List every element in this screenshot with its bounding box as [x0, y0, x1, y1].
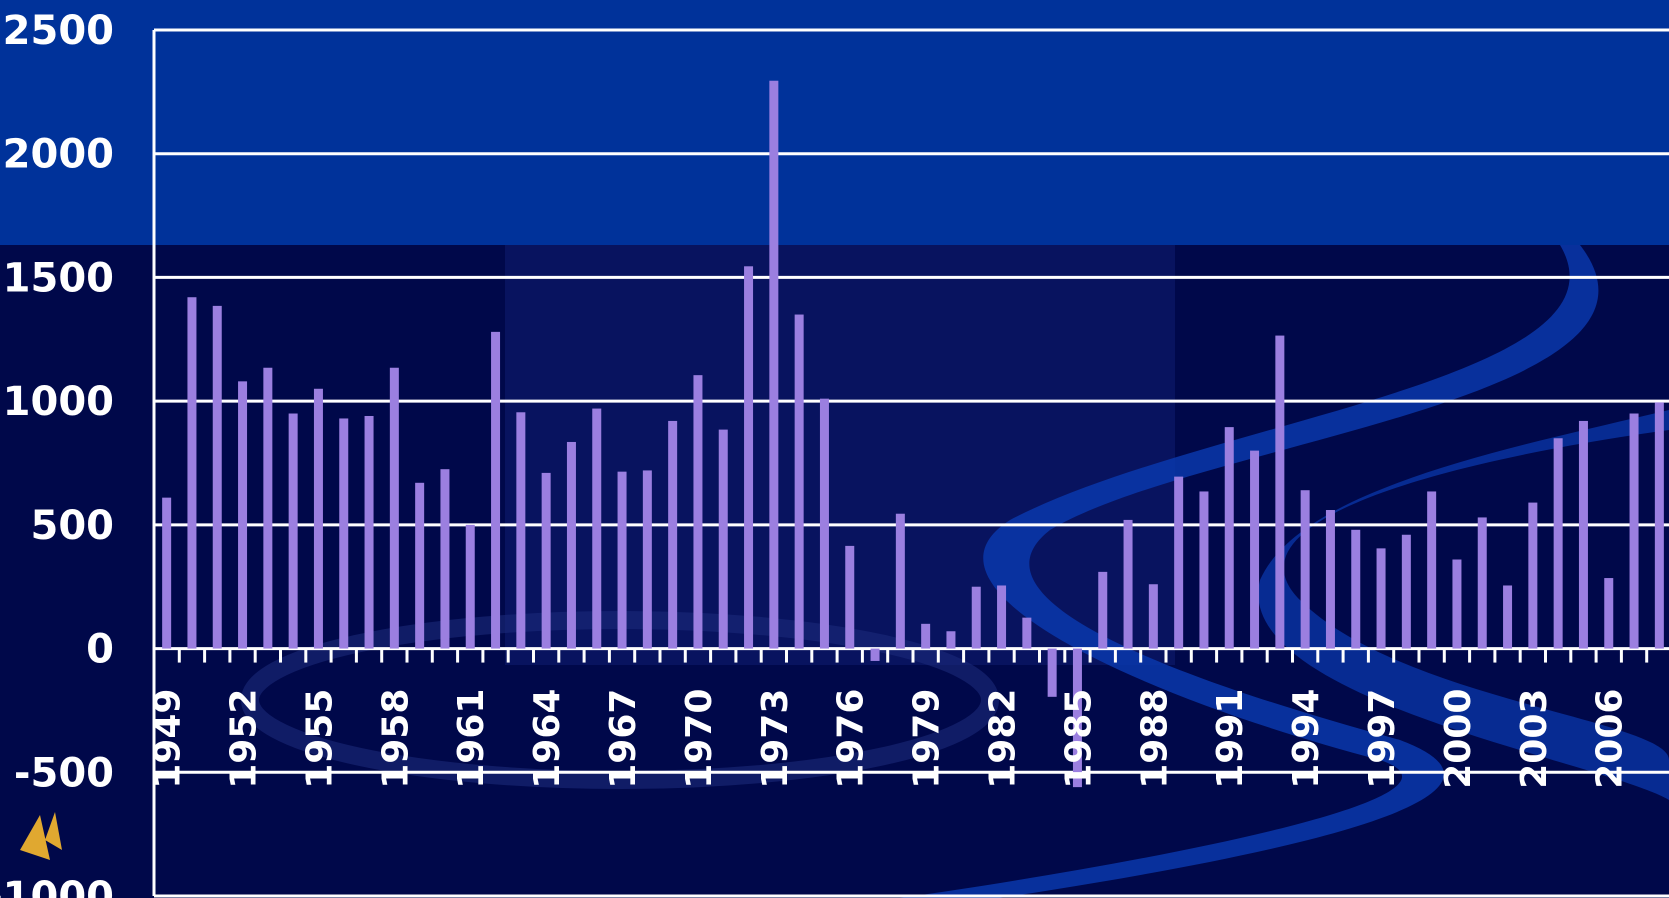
y-tick-label: 0: [86, 627, 114, 673]
x-tick-label: 1982: [983, 689, 1024, 789]
x-tick-label: 1988: [1134, 689, 1175, 789]
bar: [1452, 559, 1462, 649]
bar: [1022, 617, 1032, 649]
watermark: [505, 245, 1175, 665]
bar: [1376, 548, 1386, 649]
y-tick-label: -1000: [0, 874, 114, 898]
logo: [20, 812, 62, 860]
x-tick-label: 2000: [1438, 689, 1479, 789]
header-band: [0, 0, 1669, 245]
x-tick-label: 1961: [451, 689, 492, 789]
x-tick-label: 1952: [224, 689, 265, 789]
bar: [1351, 529, 1361, 649]
x-tick-label: 1991: [1210, 689, 1251, 789]
bar: [642, 470, 652, 649]
bar: [1250, 450, 1260, 649]
bar: [971, 586, 981, 649]
bar: [997, 585, 1007, 649]
bar: [592, 408, 602, 649]
bar: [491, 331, 501, 649]
bar: [1300, 490, 1310, 649]
y-tick-label: 2500: [3, 8, 114, 54]
bar: [1123, 519, 1133, 649]
bar: [1401, 534, 1411, 649]
y-tick-label: 1500: [3, 255, 114, 301]
bar: [339, 418, 349, 649]
bar: [617, 471, 627, 649]
bar: [238, 381, 248, 649]
x-tick-label: 1970: [679, 689, 720, 789]
bar: [288, 413, 298, 649]
x-tick-label: 1967: [603, 689, 644, 789]
bar: [516, 412, 526, 649]
y-tick-label: 2000: [3, 132, 114, 178]
bar: [440, 469, 450, 649]
bar: [1427, 491, 1437, 649]
bar: [364, 415, 374, 649]
x-tick-label: 1955: [299, 689, 340, 789]
bar: [465, 524, 475, 649]
bar: [1629, 413, 1639, 649]
x-tick-label: 1979: [907, 689, 948, 789]
x-tick-label: 1973: [755, 689, 796, 789]
bar: [1098, 571, 1108, 649]
bar: [162, 497, 172, 649]
bar: [769, 80, 779, 649]
bar: [541, 472, 551, 649]
bar: [415, 482, 425, 649]
bar: [794, 314, 804, 649]
x-tick-label: 2006: [1590, 689, 1631, 789]
bar: [1654, 402, 1664, 649]
bar: [1174, 476, 1184, 649]
x-tick-label: 1994: [1286, 689, 1327, 789]
bar: [389, 367, 399, 649]
bar: [946, 631, 956, 649]
bar: [566, 441, 576, 649]
x-tick-label: 1949: [148, 689, 189, 789]
bar: [1199, 491, 1209, 649]
x-tick-label: 1976: [831, 689, 872, 789]
bar: [1224, 427, 1234, 649]
bar: [1578, 420, 1588, 649]
bar: [1072, 648, 1082, 788]
bar: [870, 648, 880, 661]
bar: [1047, 648, 1057, 697]
bar: [1553, 438, 1563, 649]
bar: [819, 398, 829, 649]
bar: [744, 266, 754, 649]
bar: [668, 420, 678, 649]
bar: [1275, 335, 1285, 649]
bar: [1503, 585, 1513, 649]
bar: [845, 545, 855, 649]
swoosh: [900, 245, 1599, 898]
y-tick-label: 500: [31, 503, 115, 549]
x-tick-label: 1958: [375, 689, 416, 789]
x-tick-label: 1997: [1362, 689, 1403, 789]
y-tick-label: -500: [14, 750, 114, 796]
bar: [1604, 578, 1614, 649]
bar: [921, 623, 931, 649]
bar: [693, 375, 703, 649]
bar: [1325, 510, 1335, 649]
x-tick-label: 2003: [1514, 689, 1555, 789]
bar: [263, 367, 273, 649]
bar: [895, 513, 905, 649]
bar: [1148, 584, 1158, 649]
y-tick-label: 1000: [3, 379, 114, 425]
bar: [187, 297, 197, 649]
swoosh: [1258, 410, 1669, 800]
bar: [313, 388, 323, 649]
bar: [1477, 517, 1487, 649]
x-tick-label: 1985: [1058, 689, 1099, 789]
bar: [212, 305, 222, 649]
x-tick-label: 1964: [527, 689, 568, 789]
bar: [718, 429, 728, 649]
bar: [1528, 502, 1538, 649]
